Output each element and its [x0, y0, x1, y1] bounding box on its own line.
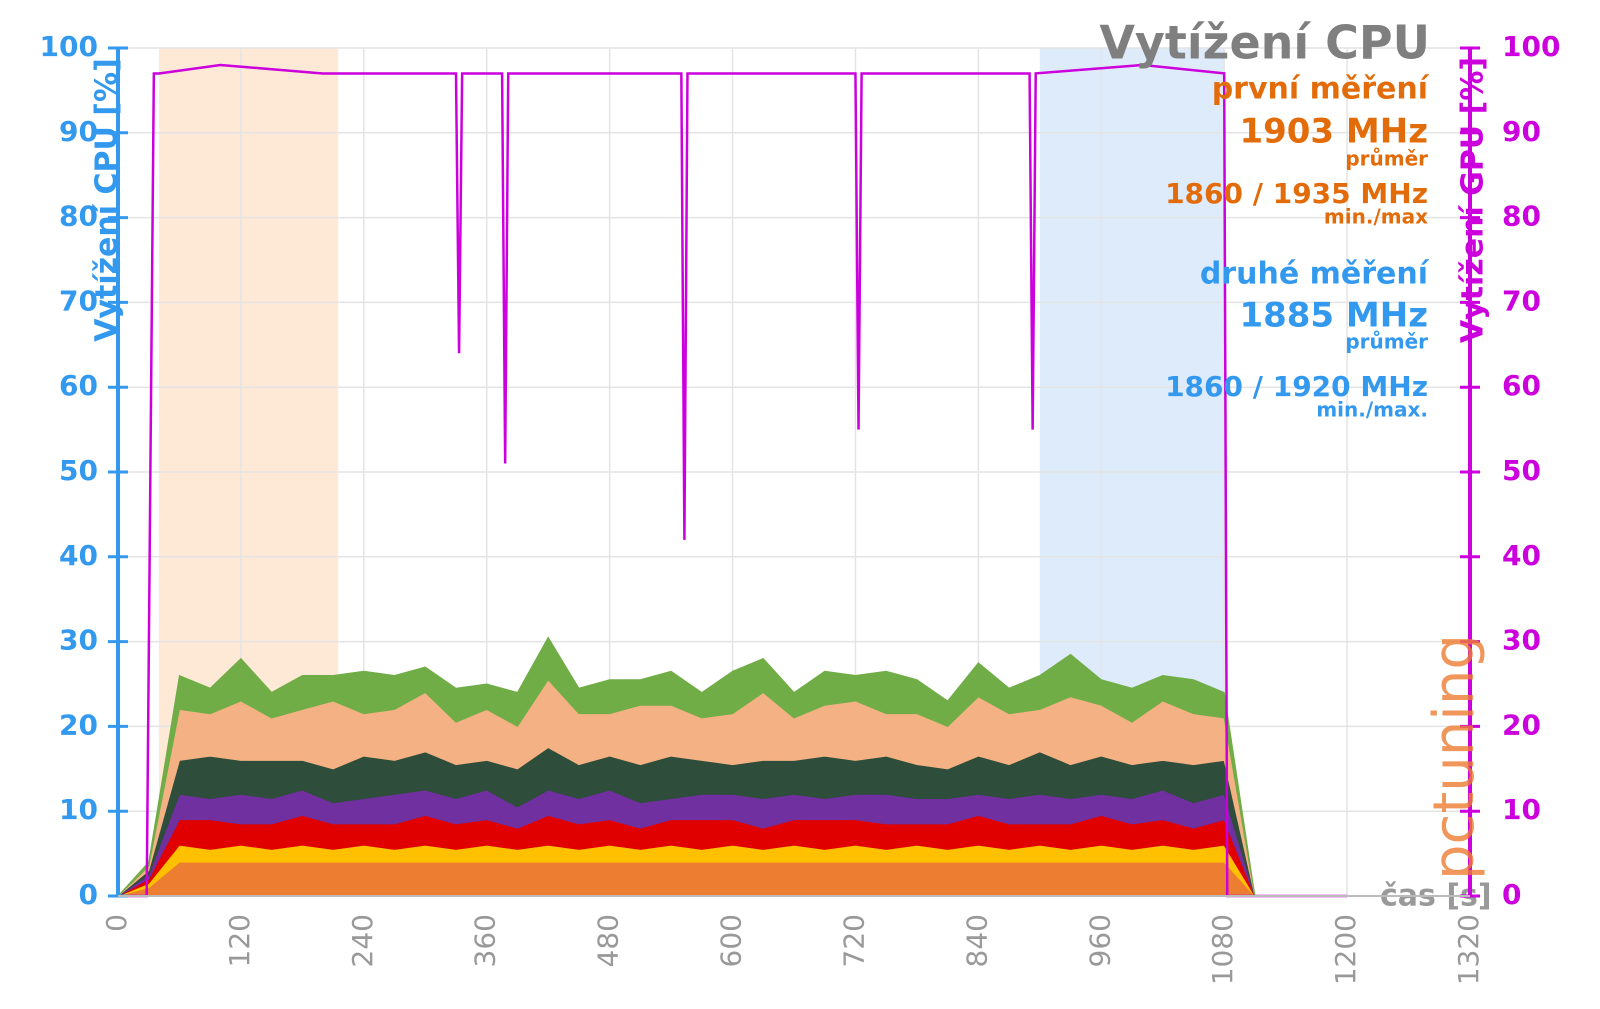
annotation: min./max. — [1316, 398, 1428, 422]
gpu-line — [118, 63, 1348, 898]
y-tick-label: 20 — [59, 708, 98, 741]
y2-axis-label: Vytížení GPU [%] — [1456, 57, 1491, 343]
y2-tick-label: 50 — [1502, 454, 1541, 487]
cpu-area — [117, 861, 1348, 897]
x-tick-label: 1080 — [1206, 914, 1239, 985]
y2-tick-label: 80 — [1502, 200, 1541, 233]
x-tick-label: 240 — [346, 914, 379, 967]
annotation: min./max — [1324, 205, 1428, 229]
y2-tick-label: 10 — [1502, 793, 1541, 826]
x-tick-label: 360 — [469, 914, 502, 967]
y-tick-label: 80 — [59, 200, 98, 233]
x-tick-label: 600 — [715, 914, 748, 967]
x-tick-label: 480 — [592, 914, 625, 967]
annotation: 1860 / 1935 MHz — [1165, 177, 1428, 210]
chart-title: Vytížení CPU — [1099, 16, 1430, 70]
y-tick-label: 90 — [59, 115, 98, 148]
x-tick-label: 1200 — [1329, 914, 1362, 985]
y2-tick-label: 20 — [1502, 708, 1541, 741]
annotation: průměr — [1345, 330, 1428, 354]
y-tick-label: 10 — [59, 793, 98, 826]
y-tick-label: 30 — [59, 624, 98, 657]
y2-tick-label: 90 — [1502, 115, 1541, 148]
cpu-area — [117, 636, 1348, 897]
y-tick-label: 50 — [59, 454, 98, 487]
annotation: druhé měření — [1200, 257, 1430, 292]
annotation: první měření — [1212, 72, 1430, 107]
x-tick-label: 0 — [100, 914, 133, 932]
x-tick-label: 720 — [837, 914, 870, 967]
annotation: 1860 / 1920 MHz — [1165, 370, 1428, 403]
y-tick-label: 0 — [79, 878, 98, 911]
logo: pctuning — [1422, 634, 1487, 880]
annotation: 1903 MHz — [1239, 112, 1428, 152]
x-tick-label: 840 — [960, 914, 993, 967]
y-tick-label: 70 — [59, 284, 98, 317]
x-tick-label: 120 — [223, 914, 256, 967]
annotation: 1885 MHz — [1239, 296, 1428, 336]
y2-tick-label: 0 — [1502, 878, 1521, 911]
y2-tick-label: 100 — [1502, 30, 1560, 63]
y-tick-label: 40 — [59, 539, 98, 572]
y2-tick-label: 40 — [1502, 539, 1541, 572]
annotation: průměr — [1345, 147, 1428, 171]
y2-tick-label: 60 — [1502, 369, 1541, 402]
y-tick-label: 100 — [40, 30, 98, 63]
y2-tick-label: 70 — [1502, 284, 1541, 317]
y2-tick-label: 30 — [1502, 624, 1541, 657]
x-tick-label: 960 — [1083, 914, 1116, 967]
x-tick-label: 1320 — [1452, 914, 1485, 985]
y-tick-label: 60 — [59, 369, 98, 402]
plot-layer — [117, 47, 1471, 898]
